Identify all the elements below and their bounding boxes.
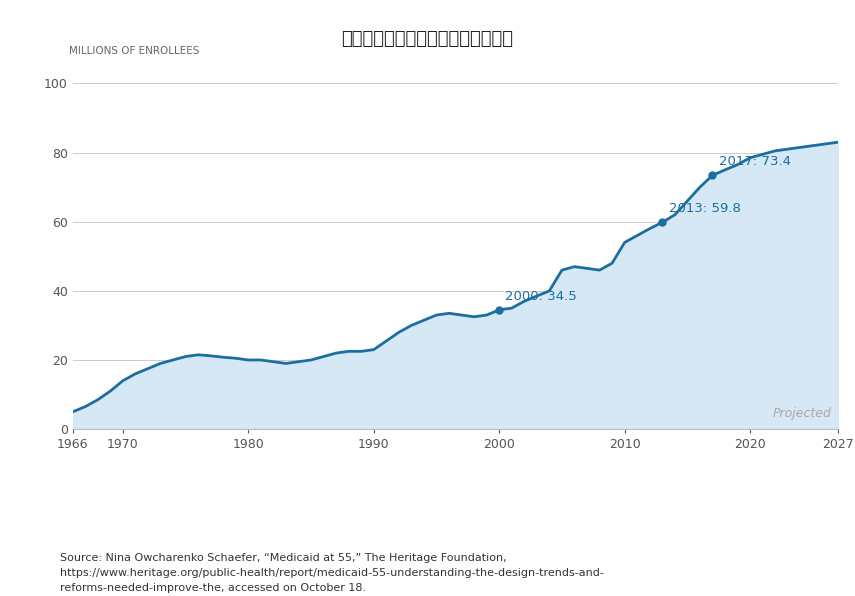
Text: 図２：メディケイドの受給者の推移: 図２：メディケイドの受給者の推移	[341, 30, 514, 48]
Text: 2013: 59.8: 2013: 59.8	[669, 203, 740, 216]
Text: 2017: 73.4: 2017: 73.4	[719, 156, 791, 169]
Text: Projected: Projected	[773, 408, 832, 421]
Text: Source: Nina Owcharenko Schaefer, “Medicaid at 55,” The Heritage Foundation,
htt: Source: Nina Owcharenko Schaefer, “Medic…	[60, 554, 604, 593]
Text: 2000: 34.5: 2000: 34.5	[505, 290, 577, 303]
Text: MILLIONS OF ENROLLEES: MILLIONS OF ENROLLEES	[69, 46, 199, 56]
